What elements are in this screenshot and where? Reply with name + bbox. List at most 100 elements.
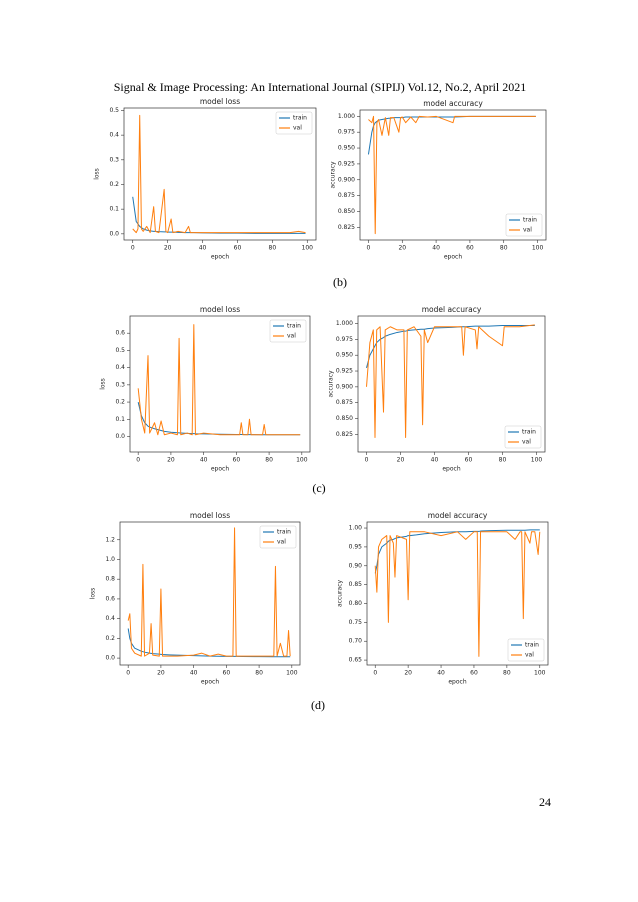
caption: (b) xyxy=(333,275,347,289)
series-line xyxy=(374,529,540,574)
legend-label: train xyxy=(522,429,536,436)
legend-label: val xyxy=(525,652,534,659)
x-tick-label: 40 xyxy=(432,245,440,252)
y-tick-label: 0.950 xyxy=(338,145,355,152)
y-tick-label: 0.5 xyxy=(115,347,125,354)
x-tick-label: 20 xyxy=(404,670,412,677)
chart: model loss epoch loss 0 20 40 60 80 100 0.0 0.1 0.2… xyxy=(100,305,311,473)
y-tick-label: 0.2 xyxy=(109,181,119,188)
x-tick-label: 20 xyxy=(164,245,172,252)
page-number: 24 xyxy=(539,795,551,809)
y-tick-label: 0.1 xyxy=(109,206,119,213)
legend-label: train xyxy=(525,642,539,649)
y-tick-label: 0.90 xyxy=(349,562,363,569)
legend-label: val xyxy=(293,125,302,132)
x-tick-label: 80 xyxy=(499,457,507,464)
y-tick-label: 0.80 xyxy=(349,600,363,607)
y-tick-label: 0.875 xyxy=(338,192,355,199)
chart-title: model loss xyxy=(190,511,230,520)
x-tick-label: 40 xyxy=(199,245,207,252)
x-tick-label: 100 xyxy=(534,670,546,677)
x-tick-label: 0 xyxy=(367,245,371,252)
x-axis-label: epoch xyxy=(444,254,462,261)
y-tick-label: 0.975 xyxy=(336,336,353,343)
y-tick-label: 0.85 xyxy=(349,581,363,588)
x-axis-label: epoch xyxy=(211,254,229,261)
series-line xyxy=(366,324,535,368)
y-tick-label: 1.000 xyxy=(338,113,355,120)
y-tick-label: 0.975 xyxy=(338,129,355,136)
x-tick-label: 20 xyxy=(398,245,406,252)
y-axis-label: accuracy xyxy=(337,580,344,608)
x-tick-label: 60 xyxy=(470,670,478,677)
y-tick-label: 0.875 xyxy=(336,399,353,406)
x-tick-label: 60 xyxy=(466,245,474,252)
x-axis-label: epoch xyxy=(211,466,229,473)
chart: model accuracy epoch accuracy 0 20 40 60 80 100 0… xyxy=(328,305,546,473)
y-tick-label: 0.825 xyxy=(336,431,353,438)
chart-title: model accuracy xyxy=(422,305,482,314)
x-tick-label: 60 xyxy=(465,457,473,464)
x-tick-label: 80 xyxy=(503,670,511,677)
chart-title: model loss xyxy=(200,305,240,314)
x-tick-label: 0 xyxy=(131,245,135,252)
series-line xyxy=(374,531,541,657)
x-tick-label: 20 xyxy=(167,457,175,464)
x-tick-label: 100 xyxy=(286,670,298,677)
y-tick-label: 0.1 xyxy=(115,416,125,423)
y-tick-label: 0.2 xyxy=(105,635,115,642)
x-tick-label: 100 xyxy=(531,457,543,464)
x-tick-label: 80 xyxy=(269,245,277,252)
y-tick-label: 0.925 xyxy=(336,368,353,375)
legend-label: train xyxy=(293,115,307,122)
y-tick-label: 0.8 xyxy=(105,576,115,583)
x-axis-label: epoch xyxy=(442,466,460,473)
y-tick-label: 0.3 xyxy=(109,156,119,163)
y-axis-label: loss xyxy=(90,588,97,600)
chart: model accuracy epoch accuracy 0 20 40 60 80 100 0… xyxy=(330,99,547,261)
x-tick-label: 100 xyxy=(532,245,544,252)
legend-label: train xyxy=(277,529,291,536)
y-tick-label: 0.4 xyxy=(115,364,125,371)
y-tick-label: 0.4 xyxy=(109,132,119,139)
y-axis-label: loss xyxy=(94,168,101,180)
y-tick-label: 0.70 xyxy=(349,638,363,645)
x-tick-label: 60 xyxy=(233,457,241,464)
legend-label: train xyxy=(523,217,537,224)
y-tick-label: 0.4 xyxy=(105,615,115,622)
y-tick-label: 0.0 xyxy=(105,655,115,662)
x-axis-label: epoch xyxy=(448,679,466,686)
x-tick-label: 40 xyxy=(431,457,439,464)
x-tick-label: 60 xyxy=(234,245,242,252)
y-tick-label: 0.0 xyxy=(109,230,119,237)
chart-title: model accuracy xyxy=(428,511,488,520)
x-tick-label: 0 xyxy=(136,457,140,464)
x-tick-label: 40 xyxy=(437,670,445,677)
y-tick-label: 0.2 xyxy=(115,399,125,406)
y-tick-label: 0.65 xyxy=(349,657,363,664)
y-tick-label: 0.825 xyxy=(338,224,355,231)
x-axis-label: epoch xyxy=(201,679,219,686)
y-tick-label: 0.925 xyxy=(338,160,355,167)
chart-title: model loss xyxy=(200,97,240,106)
chart-title: model accuracy xyxy=(423,99,483,108)
y-axis-label: loss xyxy=(100,378,107,390)
series-line xyxy=(127,628,291,658)
x-tick-label: 60 xyxy=(223,670,231,677)
chart: model loss epoch loss 0 20 40 60 80 100 0.0 0.1 0.2… xyxy=(94,97,317,261)
x-tick-label: 40 xyxy=(190,670,198,677)
y-tick-label: 0.75 xyxy=(349,619,363,626)
y-tick-label: 0.0 xyxy=(115,433,125,440)
series-line xyxy=(368,115,536,235)
legend-label: val xyxy=(523,227,532,234)
y-tick-label: 1.00 xyxy=(349,525,363,532)
x-tick-label: 0 xyxy=(365,457,369,464)
y-axis-label: accuracy xyxy=(330,161,337,189)
caption: (d) xyxy=(311,698,325,712)
x-tick-label: 80 xyxy=(255,670,263,677)
series-line xyxy=(366,324,535,438)
y-tick-label: 0.900 xyxy=(336,383,353,390)
y-tick-label: 1.0 xyxy=(105,556,115,563)
series-line xyxy=(132,114,306,234)
